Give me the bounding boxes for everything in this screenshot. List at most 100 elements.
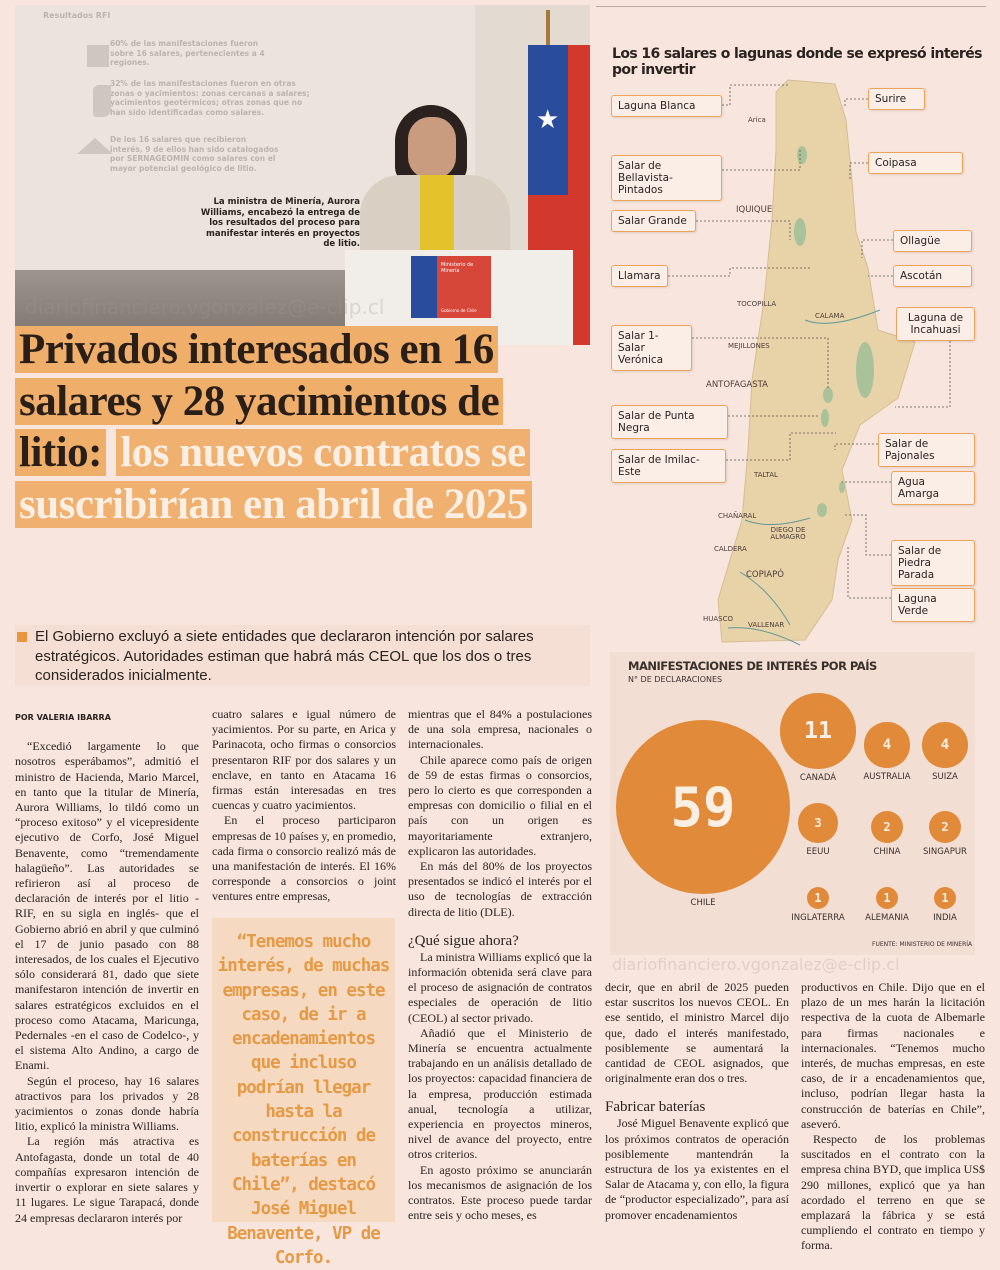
bubble-label: CANADÁ	[799, 772, 837, 783]
chile-north-map	[717, 79, 916, 643]
bubble-label: INDIA	[933, 913, 957, 924]
paragraph: La ministra Williams explicó que la info…	[408, 949, 592, 1025]
bubble-alemania: 1	[875, 886, 899, 910]
bubble-label: EEUU	[806, 846, 830, 857]
map-label-salar: Salar de Imilac-Este	[611, 449, 726, 483]
map-label-salar: Llamara	[611, 265, 668, 287]
map-title: Los 16 salares o lagunas donde se expres…	[612, 46, 982, 78]
hand-mail-icon	[87, 45, 109, 67]
paragraph: Chile aparece como país de origen de 59 …	[408, 752, 592, 858]
paragraph: cuatro salares e igual número de yacimie…	[212, 707, 396, 813]
salares-shapes	[794, 146, 874, 517]
bubble-canadá: 11	[780, 693, 856, 769]
paragraph: mientras que el 84% a postulaciones de u…	[408, 707, 592, 752]
photo-caption: La ministra de Minería, Aurora Williams,…	[200, 197, 360, 249]
map-label-salar: Salar de Bellavista-Pintados	[611, 155, 722, 201]
slide-title: Resultados RFI	[43, 11, 111, 20]
map-label-salar: Ascotán	[893, 265, 972, 287]
paragraph: Respecto de los problemas suscitados en …	[801, 1132, 985, 1253]
divider	[596, 6, 986, 7]
paragraph: En agosto próximo se anunciarán los meca…	[408, 1162, 592, 1223]
article-column-5: productivos en Chile. Dijo que en el pla…	[801, 980, 985, 1254]
bubble-china: 2	[870, 810, 903, 843]
map-label-salar: Ollagüe	[893, 230, 972, 252]
slide-point: 60% de las manifestaciones fueron sobre …	[110, 39, 265, 67]
article-column-3: mientras que el 84% a postulaciones de u…	[408, 707, 592, 1224]
paragraph: Añadió que el Ministerio de Minería se e…	[408, 1025, 592, 1162]
star-icon: ★	[536, 105, 560, 135]
bubble-suiza: 4	[922, 722, 968, 768]
map-label-salar: Surire	[868, 88, 925, 110]
map-label-salar: Salar 1- Salar Verónica	[611, 325, 692, 371]
podium-footer: Gobierno de Chile	[441, 308, 477, 313]
map-icon	[93, 85, 111, 117]
bubble-label: CHINA	[873, 847, 901, 858]
paragraph: En el proceso participaron empresas de 1…	[212, 813, 396, 904]
article-column-2: cuatro salares e igual número de yacimie…	[212, 707, 396, 905]
map-label-salar: Laguna Verde	[891, 588, 975, 622]
rivers	[727, 309, 881, 646]
article-column-4: decir, que en abril de 2025 pueden estar…	[605, 980, 789, 1223]
bubble-india: 1	[933, 886, 957, 910]
mountain-icon	[77, 138, 113, 154]
lead-paragraph: El Gobierno excluyó a siete entidades qu…	[15, 625, 590, 686]
paragraph: Según el proceso, hay 16 salares atracti…	[15, 1073, 199, 1134]
map-label-salar: Coipasa	[868, 152, 963, 174]
map-label-salar: Salar de Piedra Parada	[891, 540, 975, 586]
subheading: ¿Qué sigue ahora?	[408, 932, 519, 949]
map-city-label: DIEGO DE ALMAGRO	[770, 526, 806, 541]
map-city-label: CALAMA	[815, 312, 845, 320]
byline: POR VALERIA IBARRA	[15, 713, 111, 722]
map-city-label: CALDERA	[714, 545, 747, 553]
paragraph: “Excedió largamente lo que nosotros espe…	[15, 739, 199, 1073]
paragraph: José Miguel Benavente explicó que los pr…	[605, 1116, 789, 1222]
map-city-label: HUASCO	[703, 615, 734, 623]
paragraph: La región más atractiva es Antofagasta, …	[15, 1134, 199, 1225]
map-city-label: CHAÑARAL	[718, 512, 757, 520]
map-city-label: IQUIQUE	[736, 205, 773, 215]
photo: Resultados RFI 60% de las manifestacione…	[15, 5, 590, 345]
bubble-label: AUSTRALIA	[863, 771, 911, 782]
bullet-square-icon	[17, 632, 27, 642]
map-svg	[668, 79, 951, 646]
map-label-salar: Laguna Blanca	[611, 95, 722, 117]
map-city-label: Arica	[748, 116, 766, 124]
map-city-label: MEJILLONES	[728, 342, 770, 350]
pull-quote: “Tenemos mucho interés, de muchas empres…	[212, 918, 395, 1268]
lead-text: El Gobierno excluyó a siete entidades qu…	[35, 628, 534, 684]
person-face	[408, 117, 456, 179]
chart-source: FUENTE: MINISTERIO DE MINERÍA	[872, 941, 973, 948]
bubble-label: SINGAPUR	[923, 847, 967, 858]
map-label-salar: Salar Grande	[611, 210, 696, 232]
bubble-eeuu: 3	[798, 803, 838, 843]
chart-subtitle: N° DE DECLARACIONES	[628, 675, 723, 684]
map-city-label: ANTOFAGASTA	[706, 380, 768, 390]
map-city-label: TALTAL	[754, 471, 778, 479]
leader-lines	[668, 84, 951, 599]
bubble-label: CHILE	[690, 898, 716, 908]
map-label-salar: Agua Amarga	[891, 471, 975, 505]
bubble-label: ALEMANIA	[865, 913, 909, 924]
map-city-label: TOCOPILLA	[737, 300, 777, 308]
bubble-label: INGLATERRA	[791, 913, 845, 924]
paragraph: decir, que en abril de 2025 pueden estar…	[605, 980, 789, 1086]
article-column-1: POR VALERIA IBARRA “Excedió largamente l…	[15, 710, 199, 1226]
watermark: diariofinanciero.vgonzalez@e-clip.cl	[612, 955, 900, 974]
bubble-australia: 4	[864, 722, 910, 768]
chart-title: MANIFESTACIONES DE INTERÉS POR PAÍS	[628, 659, 877, 673]
map-label-salar: Salar de Punta Negra	[611, 405, 728, 439]
watermark: diariofinanciero.vgonzalez@e-clip.cl	[25, 295, 385, 319]
map-city-label: VALLENAR	[748, 621, 785, 629]
bubble-inglaterra: 1	[806, 886, 830, 910]
map-label-salar: Salar de Pajonales	[878, 433, 975, 467]
podium-text: Ministerio de Minería	[441, 262, 474, 274]
podium-logo: Ministerio de Minería Gobierno de Chile	[411, 256, 491, 318]
slide-point: 32% de las manifestaciones fueron en otr…	[110, 79, 310, 117]
paragraph: En más del 80% de los proyectos presenta…	[408, 859, 592, 919]
slide-point: De los 16 salares que recibieron interés…	[110, 135, 279, 173]
person-shirt	[420, 175, 454, 255]
bubble-label: SUIZA	[932, 771, 958, 782]
bubble-singapur: 2	[928, 810, 961, 843]
paragraph: productivos en Chile. Dijo que en el pla…	[801, 980, 985, 1131]
bubble-chile: 59	[616, 720, 790, 894]
